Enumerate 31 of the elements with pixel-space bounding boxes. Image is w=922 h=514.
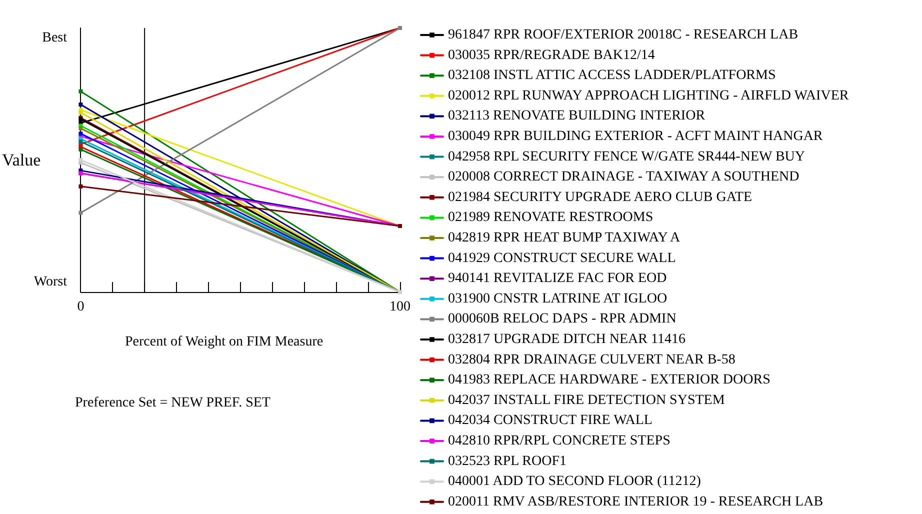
- legend-label: 040001 ADD TO SECOND FLOOR (11212): [448, 474, 702, 490]
- legend-label: 031900 CNSTR LATRINE AT IGLOO: [448, 291, 668, 306]
- legend-label: 041929 CONSTRUCT SECURE WALL: [448, 250, 676, 266]
- legend-label: 961847 RPR ROOF/EXTERIOR 20018C - RESEARCH LAB: [448, 28, 798, 42]
- legend-label: 032108 INSTL ATTIC ACCESS LADDER/PLATFORMS: [448, 68, 776, 84]
- legend-label: 042810 RPR/RPL CONCRETE STEPS: [448, 434, 670, 448]
- legend-label: 032113 RENOVATE BUILDING INTERIOR: [448, 108, 706, 124]
- x-axis-title: Percent of Weight on FIM Measure: [125, 334, 324, 350]
- legend-label: 021989 RENOVATE RESTROOMS: [448, 210, 654, 226]
- y-axis-title: Value: [2, 150, 41, 170]
- legend-label: 021984 SECURITY UPGRADE AERO CLUB GATE: [448, 190, 752, 205]
- legend-label: 032804 RPR DRAINAGE CULVERT NEAR B-58: [448, 352, 736, 368]
- legend-label: 041983 REPLACE HARDWARE - EXTERIOR DOORS: [448, 372, 770, 388]
- legend-label: 032817 UPGRADE DITCH NEAR 11416: [448, 332, 686, 347]
- legend-label: 020008 CORRECT DRAINAGE - TAXIWAY A SOUTHEND: [448, 170, 800, 185]
- text: Preference Set = NEW PREF. SET: [75, 396, 271, 410]
- legend-label: 020012 RPL RUNWAY APPROACH LIGHTING - AIRFLD WAIVER: [448, 88, 850, 104]
- legend-label: 030049 RPR BUILDING EXTERIOR - ACFT MAINT HANGAR: [448, 129, 824, 144]
- legend-label: 030035 RPR/REGRADE BAK12/14: [448, 48, 655, 63]
- legend-label: 032523 RPL ROOF1: [448, 454, 567, 469]
- legend-label: 042958 RPL SECURITY FENCE W/GATE SR444-NEW BUY: [448, 149, 806, 164]
- legend-label: 042034 CONSTRUCT FIRE WALL: [448, 413, 652, 428]
- legend-label: 042819 RPR HEAT BUMP TAXIWAY A: [448, 230, 682, 246]
- legend-label: 000060B RELOC DAPS - RPR ADMIN: [448, 312, 676, 327]
- x-tick-label: 0: [77, 300, 84, 314]
- legend-label: 020011 RMV ASB/RESTORE INTERIOR 19 - RESEARCH LAB: [448, 494, 824, 510]
- text: Worst: [34, 274, 68, 290]
- text: Best: [42, 30, 68, 46]
- x-tick-label: 100: [390, 300, 410, 314]
- legend-label: 042037 INSTALL FIRE DETECTION SYSTEM: [448, 392, 726, 408]
- legend-label: 940141 REVITALIZE FAC FOR EOD: [448, 271, 667, 286]
